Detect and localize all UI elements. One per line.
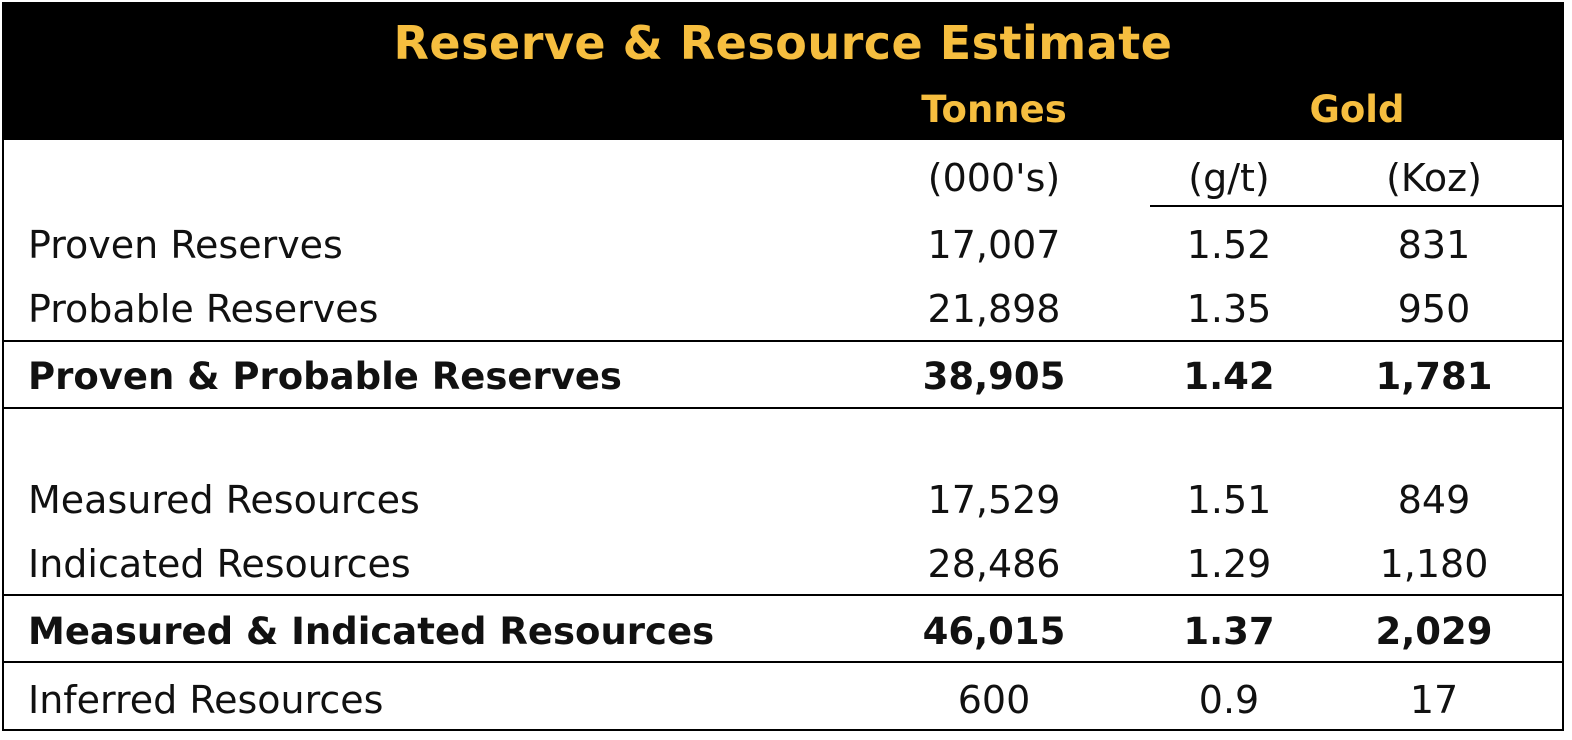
row-tonnes: 17,007 — [927, 223, 1061, 267]
reserve-resource-table: Reserve & Resource Estimate Tonnes Gold … — [2, 2, 1564, 731]
subtotal-ounces: 2,029 — [1375, 610, 1493, 653]
row-label: Measured Resources — [28, 478, 420, 522]
subtotal-label: Proven & Probable Reserves — [28, 355, 622, 398]
row-grade: 1.35 — [1186, 287, 1272, 331]
row-label: Proven Reserves — [28, 223, 343, 267]
subtotal-grade: 1.37 — [1183, 610, 1275, 653]
table-title: Reserve & Resource Estimate — [393, 16, 1173, 70]
row-label: Inferred Resources — [28, 678, 384, 722]
row-grade: 1.29 — [1186, 542, 1272, 586]
row-tonnes: 600 — [957, 678, 1031, 722]
row-divider — [4, 340, 1562, 342]
row-tonnes: 21,898 — [927, 287, 1061, 331]
row-label: Indicated Resources — [28, 542, 411, 586]
row-divider — [4, 661, 1562, 663]
tonnes-unit: (000's) — [927, 156, 1061, 200]
table-header: Reserve & Resource Estimate Tonnes Gold — [4, 4, 1562, 140]
row-tonnes: 28,486 — [927, 542, 1061, 586]
grade-unit: (g/t) — [1188, 156, 1270, 200]
subtotal-grade: 1.42 — [1183, 355, 1275, 398]
row-ounces: 950 — [1397, 287, 1471, 331]
row-label: Probable Reserves — [28, 287, 379, 331]
row-grade: 1.51 — [1186, 478, 1272, 522]
row-ounces: 849 — [1397, 478, 1471, 522]
units-underline — [1150, 205, 1562, 207]
subtotal-tonnes: 38,905 — [922, 355, 1066, 398]
subtotal-ounces: 1,781 — [1375, 355, 1493, 398]
subtotal-tonnes: 46,015 — [922, 610, 1066, 653]
row-tonnes: 17,529 — [927, 478, 1061, 522]
gold-column-header: Gold — [1309, 88, 1405, 131]
ounces-unit: (Koz) — [1386, 156, 1482, 200]
row-divider — [4, 594, 1562, 596]
subtotal-label: Measured & Indicated Resources — [28, 610, 715, 653]
tonnes-column-header: Tonnes — [921, 88, 1067, 131]
row-ounces: 831 — [1397, 223, 1471, 267]
row-divider — [4, 407, 1562, 409]
row-grade: 1.52 — [1186, 223, 1272, 267]
row-ounces: 17 — [1409, 678, 1459, 722]
row-ounces: 1,180 — [1379, 542, 1489, 586]
row-grade: 0.9 — [1198, 678, 1260, 722]
